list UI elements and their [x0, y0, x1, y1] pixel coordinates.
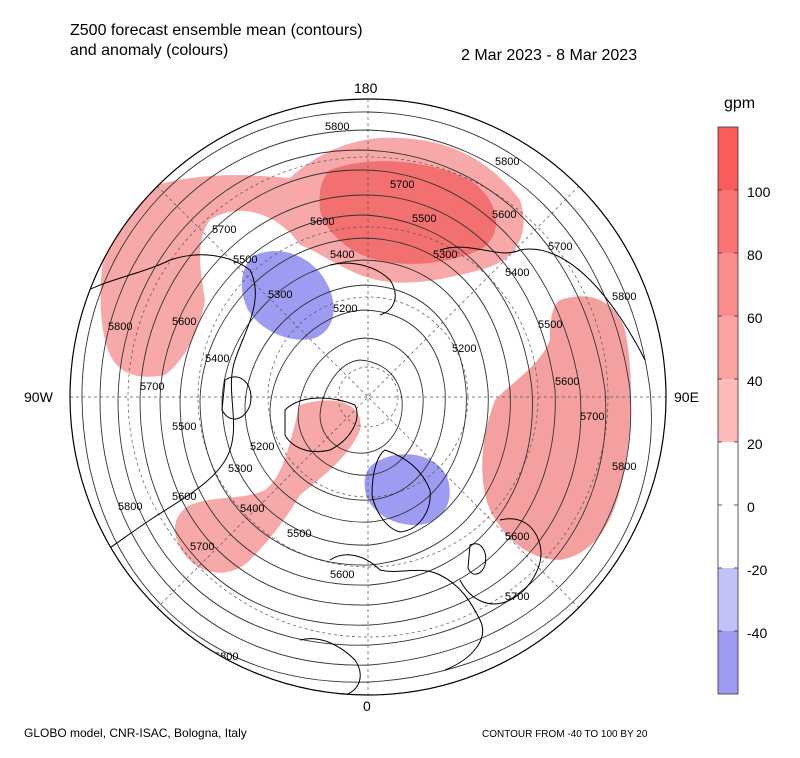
contour-label: 5700 [212, 224, 236, 236]
contour-label: 5800 [495, 156, 519, 168]
contour-label: 5600 [172, 316, 196, 328]
coast-north-america [70, 254, 256, 571]
coast-europe [329, 554, 483, 671]
colorbar: gpm 100 80 60 40 20 0 -20 -40 [717, 95, 771, 695]
contour-label: 5600 [555, 376, 579, 388]
contour-label: 5500 [412, 213, 436, 225]
contour-label: 5400 [505, 267, 529, 279]
longitude-labels: 180 90W 90E 0 [24, 80, 699, 714]
colorbar-bin [718, 505, 738, 568]
contour-label: 5400 [240, 503, 264, 515]
colorbar-unit: gpm [724, 95, 755, 112]
colorbar-tick-label: 80 [747, 247, 763, 263]
contour-label: 5700 [548, 241, 572, 253]
contour-label: 5800 [214, 651, 238, 663]
colorbar-bin [718, 379, 738, 442]
contour-label: 5600 [310, 216, 334, 228]
contour-label: 5800 [118, 501, 142, 513]
contour-label: 5600 [505, 531, 529, 543]
coast-greenland [284, 397, 358, 453]
contour-label: 5800 [325, 121, 349, 133]
coast-alaska [329, 262, 396, 316]
contour-label: 5600 [172, 491, 196, 503]
footer-credit: GLOBO model, CNR-ISAC, Bologna, Italy [24, 726, 247, 740]
colorbar-tick-label: -40 [747, 625, 767, 641]
contour-label: 5200 [333, 303, 357, 315]
colorbar-tick-label: -20 [747, 562, 767, 578]
colorbar-bin [718, 631, 738, 694]
contour-label: 5700 [190, 541, 214, 553]
coast-africa [299, 638, 361, 695]
colorbar-tick-label: 100 [747, 184, 771, 200]
contour-label: 5200 [452, 343, 476, 355]
colorbar-bin [718, 568, 738, 631]
colorbar-bin [718, 190, 738, 253]
colorbar-ticks [718, 189, 738, 632]
lon-label-90e: 90E [674, 389, 699, 405]
contour-label: 5300 [433, 249, 457, 261]
contour-label: 5800 [612, 291, 636, 303]
contour-label: 5500 [233, 254, 257, 266]
colorbar-tick-label: 0 [747, 499, 755, 515]
polar-map: 5800 5800 5700 5700 5600 5600 5500 5500 … [69, 98, 667, 696]
negative-anomaly-canada [241, 251, 334, 340]
colorbar-bin [718, 442, 738, 505]
positive-anomaly-asia [482, 296, 632, 560]
height-contours [81, 111, 652, 683]
lon-label-0: 0 [363, 698, 371, 714]
contour-label: 5200 [250, 441, 274, 453]
positive-anomaly-atlantic [174, 400, 361, 573]
coast-scandinavia [371, 449, 431, 533]
contour-label: 5800 [108, 321, 132, 333]
coast-hudson [221, 376, 252, 420]
contour-label: 5500 [538, 319, 562, 331]
contour-label: 5700 [140, 381, 164, 393]
contour-label: 5300 [268, 289, 292, 301]
lon-label-180: 180 [354, 80, 378, 96]
contour-label: 5400 [205, 353, 229, 365]
colorbar-tick-label: 40 [747, 373, 763, 389]
contour-label: 5600 [492, 209, 516, 221]
coastlines [70, 246, 646, 695]
colorbar-bin [718, 127, 738, 190]
coast-siberia [439, 246, 646, 361]
coast-caspian [467, 543, 487, 575]
coast-asia-east [459, 518, 542, 605]
contour-label: 5700 [580, 411, 604, 423]
footer-contour-note: CONTOUR FROM -40 TO 100 BY 20 [482, 729, 648, 740]
chart-title-line-2: and anomaly (colours) [70, 42, 229, 59]
lon-label-90w: 90W [24, 389, 54, 405]
date-range: 2 Mar 2023 - 8 Mar 2023 [461, 47, 638, 64]
contour-label: 5400 [330, 249, 354, 261]
contour-label: 5700 [505, 591, 529, 603]
colorbar-bin [718, 316, 738, 379]
colorbar-tick-labels: 100 80 60 40 20 0 -20 -40 [747, 184, 771, 641]
contour-label: 5500 [287, 528, 311, 540]
contour-label: 5700 [390, 179, 414, 191]
contour-label: 5600 [330, 569, 354, 581]
map-border [69, 98, 667, 696]
contour-label: 5500 [172, 421, 196, 433]
contour-label: 5800 [612, 461, 636, 473]
colorbar-bins [718, 127, 738, 694]
colorbar-bin [718, 253, 738, 316]
contour-label: 5300 [228, 463, 252, 475]
colorbar-frame [717, 126, 739, 695]
colorbar-tick-label: 60 [747, 310, 763, 326]
chart-title-line-1: Z500 forecast ensemble mean (contours) [70, 22, 363, 39]
colorbar-tick-label: 20 [747, 436, 763, 452]
